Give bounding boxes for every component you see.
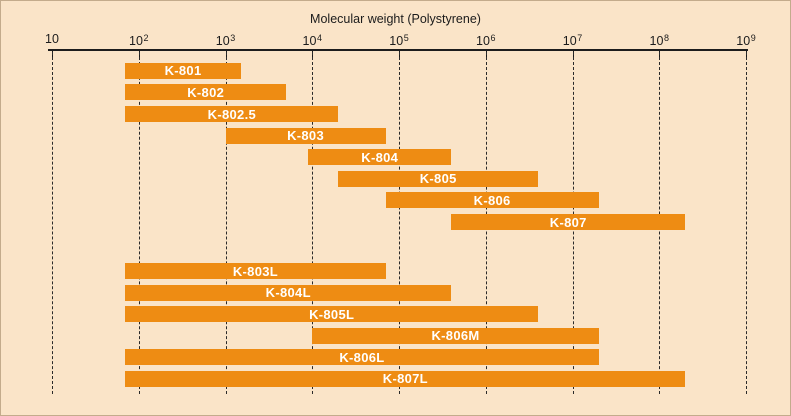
gridline-10e1 [52, 52, 53, 394]
bar-label-k-805: K-805 [419, 171, 457, 187]
range-bar-k-806l: K-806L [125, 349, 599, 365]
bar-label-k-806l: K-806L [339, 349, 385, 365]
range-bar-k-802: K-802 [125, 84, 287, 101]
range-bar-k-803l: K-803L [125, 263, 386, 279]
bar-label-k-801: K-801 [164, 63, 202, 79]
bar-label-k-806m: K-806M [431, 328, 480, 343]
range-bar-k-807l: K-807L [125, 370, 686, 387]
range-bar-k-806: K-806 [385, 192, 599, 209]
bar-label-k-807: K-807 [549, 214, 587, 230]
gridline-10e9 [746, 52, 747, 394]
bar-label-k-804l: K-804L [265, 285, 311, 300]
x-tick-label-10e9: 109 [736, 33, 756, 49]
range-bar-k-804l: K-804L [125, 284, 452, 301]
gridline-10e2 [138, 52, 140, 394]
bar-label-k-807l: K-807L [382, 371, 428, 386]
bar-label-k-802.5: K-802.5 [207, 106, 257, 122]
x-tick-label-10e4: 104 [302, 33, 322, 49]
x-tick-label-10e1: 10 [45, 32, 59, 46]
gridline-10e3 [225, 52, 227, 394]
bar-label-k-806: K-806 [473, 192, 511, 208]
x-tick-label-10e7: 107 [562, 33, 583, 49]
range-bar-k-805: K-805 [338, 170, 538, 187]
bar-label-k-803: K-803 [287, 128, 324, 144]
bar-label-k-802: K-802 [187, 84, 225, 100]
x-tick-label-10e3: 103 [215, 33, 236, 49]
range-bar-k-804: K-804 [308, 149, 452, 166]
x-axis-line [48, 49, 748, 51]
range-bar-k-805l: K-805L [125, 306, 538, 322]
x-tick-label-10e2: 102 [129, 33, 149, 49]
chart-title: Molecular weight (Polystyrene) [310, 12, 481, 26]
gridline-10e4 [312, 52, 314, 394]
range-bar-k-803: K-803 [225, 127, 386, 144]
bar-label-k-805l: K-805L [309, 306, 355, 322]
bar-label-k-804: K-804 [361, 149, 399, 165]
bar-label-k-803l: K-803L [232, 263, 279, 279]
x-tick-label-10e8: 108 [649, 33, 669, 49]
range-bar-k-801: K-801 [125, 62, 241, 79]
x-tick-label-10e6: 106 [476, 33, 496, 49]
range-bar-k-806m: K-806M [312, 327, 599, 344]
gridline-10e5 [399, 52, 400, 394]
range-bar-k-802.5: K-802.5 [125, 106, 339, 122]
range-bar-k-807: K-807 [451, 214, 686, 230]
x-tick-label-10e5: 105 [389, 33, 409, 49]
